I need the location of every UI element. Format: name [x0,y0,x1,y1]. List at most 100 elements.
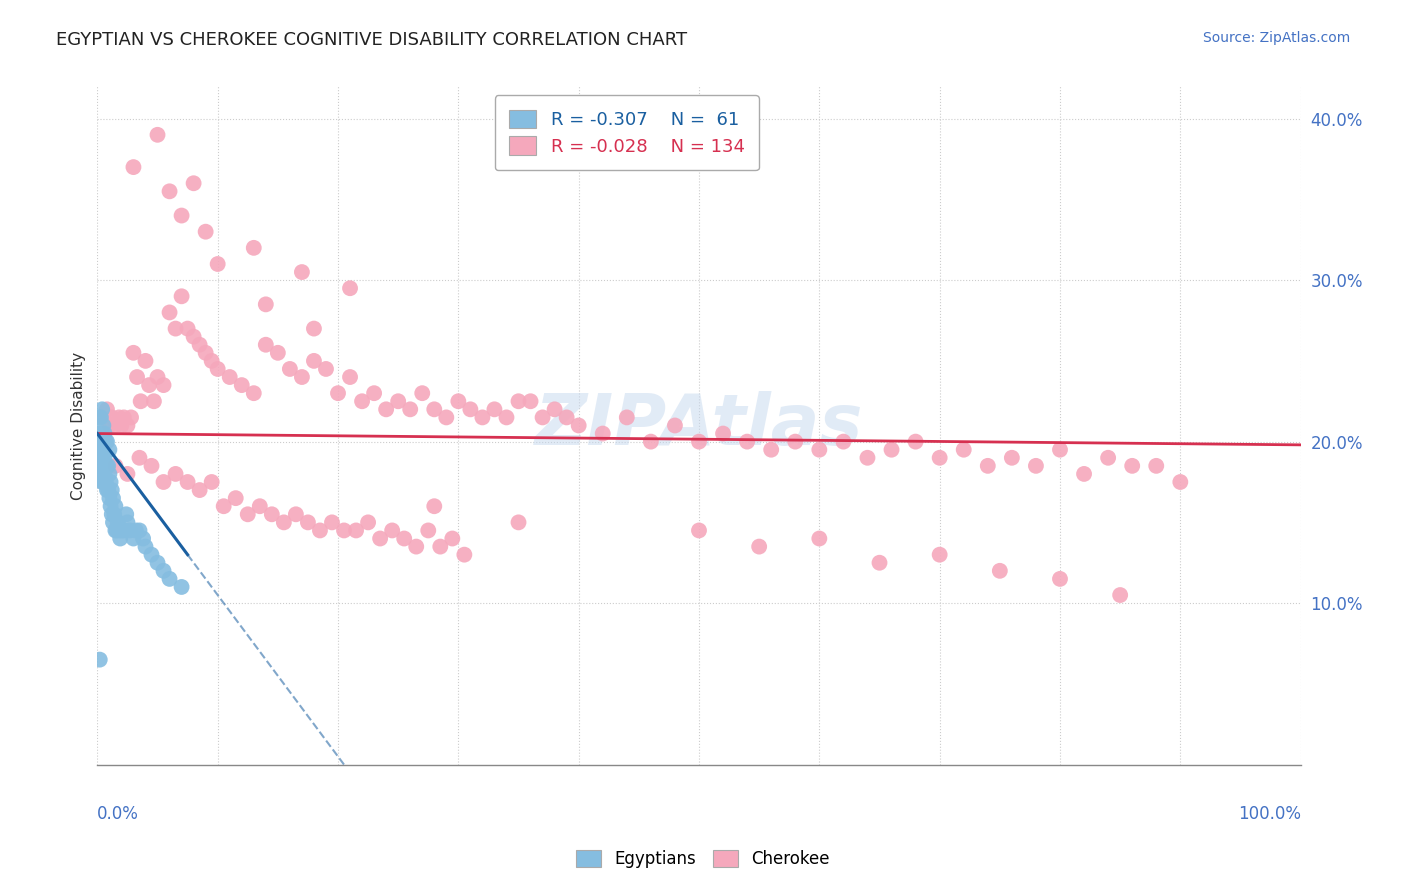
Point [90,467,112,481]
Point [194,225,217,239]
Point [89,458,111,473]
Point [101,508,124,522]
Point [90,426,112,441]
Point [87,434,110,449]
Point [128,524,150,538]
Point [735,434,758,449]
Point [344,524,367,538]
Point [91,475,114,489]
Point [392,532,415,546]
Point [291,265,314,279]
Point [96,458,118,473]
Point [141,458,163,473]
Point [165,467,187,481]
Point [201,475,224,489]
Point [91,426,114,441]
Point [543,402,565,417]
Point [183,329,205,343]
Point [188,337,211,351]
Text: 0.0%: 0.0% [97,805,139,823]
Point [508,516,530,530]
Point [977,458,1000,473]
Point [291,370,314,384]
Point [519,394,541,409]
Point [98,491,121,505]
Point [988,564,1011,578]
Point [423,402,446,417]
Text: EGYPTIAN VS CHEROKEE COGNITIVE DISABILITY CORRELATION CHART: EGYPTIAN VS CHEROKEE COGNITIVE DISABILIT… [56,31,688,49]
Point [297,516,319,530]
Point [952,442,974,457]
Point [112,410,135,425]
Point [101,491,124,505]
Point [125,524,148,538]
Point [260,508,283,522]
Point [1109,588,1132,602]
Point [218,370,240,384]
Point [808,532,831,546]
Point [91,450,114,465]
Point [411,386,433,401]
Point [98,442,121,457]
Point [928,450,950,465]
Point [249,500,271,514]
Point [460,402,482,417]
Point [101,516,124,530]
Point [808,442,831,457]
Point [201,354,224,368]
Point [856,450,879,465]
Point [555,410,578,425]
Point [302,354,325,368]
Point [94,458,117,473]
Point [93,458,115,473]
Point [117,516,139,530]
Point [142,394,165,409]
Point [94,434,117,449]
Point [91,402,114,417]
Point [664,418,686,433]
Point [112,524,135,538]
Point [122,532,145,546]
Point [194,346,217,360]
Point [212,500,235,514]
Point [152,378,174,392]
Point [152,475,174,489]
Point [107,516,129,530]
Point [302,321,325,335]
Point [1049,442,1071,457]
Point [453,548,475,562]
Point [134,354,156,368]
Point [242,386,264,401]
Point [108,524,131,538]
Point [104,524,127,538]
Point [115,508,138,522]
Point [132,532,155,546]
Point [104,500,127,514]
Point [242,241,264,255]
Point [96,402,118,417]
Point [110,418,132,433]
Point [869,556,891,570]
Point [117,418,139,433]
Point [254,297,277,311]
Point [89,652,111,666]
Point [928,548,950,562]
Point [748,540,770,554]
Point [339,281,361,295]
Point [254,337,277,351]
Point [98,418,121,433]
Point [176,475,198,489]
Point [904,434,927,449]
Text: Source: ZipAtlas.com: Source: ZipAtlas.com [1202,31,1350,45]
Point [110,532,132,546]
Point [333,524,356,538]
Point [592,426,614,441]
Point [1073,467,1095,481]
Point [688,524,710,538]
Point [315,362,337,376]
Point [568,418,591,433]
Point [508,394,530,409]
Point [640,434,662,449]
Point [832,434,855,449]
Point [89,410,111,425]
